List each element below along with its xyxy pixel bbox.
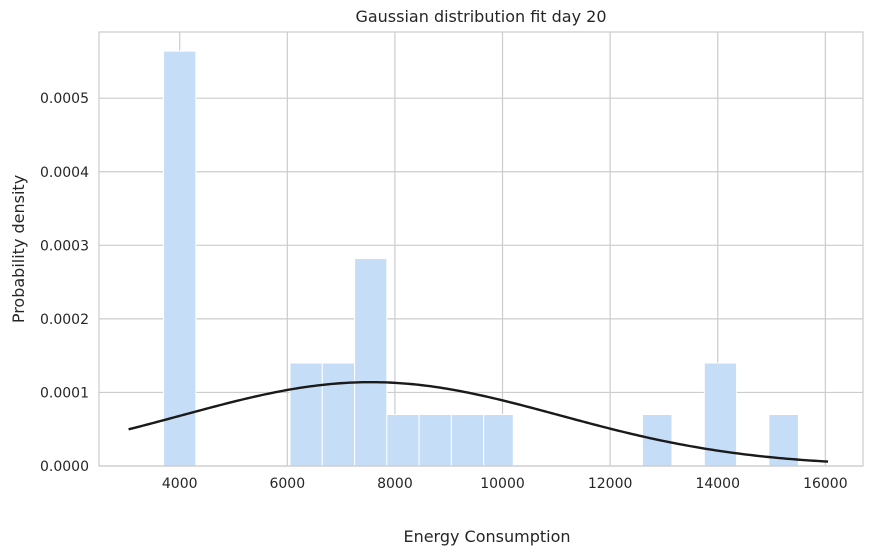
- histogram-bar: [386, 414, 420, 467]
- x-tick-label: 12000: [588, 476, 633, 492]
- plot-frame: [98, 31, 864, 467]
- x-tick-label: 10000: [480, 476, 525, 492]
- histogram-bars: [163, 50, 799, 467]
- x-tick-label: 4000: [162, 476, 198, 492]
- x-axis-title: Energy Consumption: [403, 527, 570, 546]
- x-tick-labels: 4000 6000 8000 10000 12000 14000 16000: [162, 476, 848, 492]
- histogram-bar: [354, 258, 388, 467]
- y-axis-title: Probability density: [9, 175, 28, 323]
- chart-title: Gaussian distribution fit day 20: [355, 7, 606, 26]
- x-tick-label: 16000: [803, 476, 848, 492]
- y-tick-label: 0.0003: [40, 238, 89, 254]
- grid-lines: [99, 32, 863, 467]
- y-tick-label: 0.0005: [40, 91, 89, 107]
- histogram-bar: [450, 414, 485, 467]
- histogram-bar: [483, 414, 514, 467]
- x-tick-label: 6000: [269, 476, 305, 492]
- histogram-bar: [321, 362, 356, 467]
- y-tick-labels: 0.0000 0.0001 0.0002 0.0003 0.0004 0.0005: [40, 91, 89, 475]
- y-tick-label: 0.0004: [40, 165, 89, 181]
- x-tick-label: 8000: [377, 476, 413, 492]
- histogram-bar: [163, 50, 197, 467]
- x-tick-label: 14000: [695, 476, 740, 492]
- y-tick-label: 0.0002: [40, 312, 89, 328]
- y-tick-label: 0.0000: [40, 459, 89, 475]
- plot-background: [99, 32, 863, 466]
- histogram-bar: [289, 362, 323, 467]
- gaussian-fit-curve: [128, 380, 829, 463]
- y-tick-label: 0.0001: [40, 385, 89, 401]
- histogram-bar: [418, 414, 452, 467]
